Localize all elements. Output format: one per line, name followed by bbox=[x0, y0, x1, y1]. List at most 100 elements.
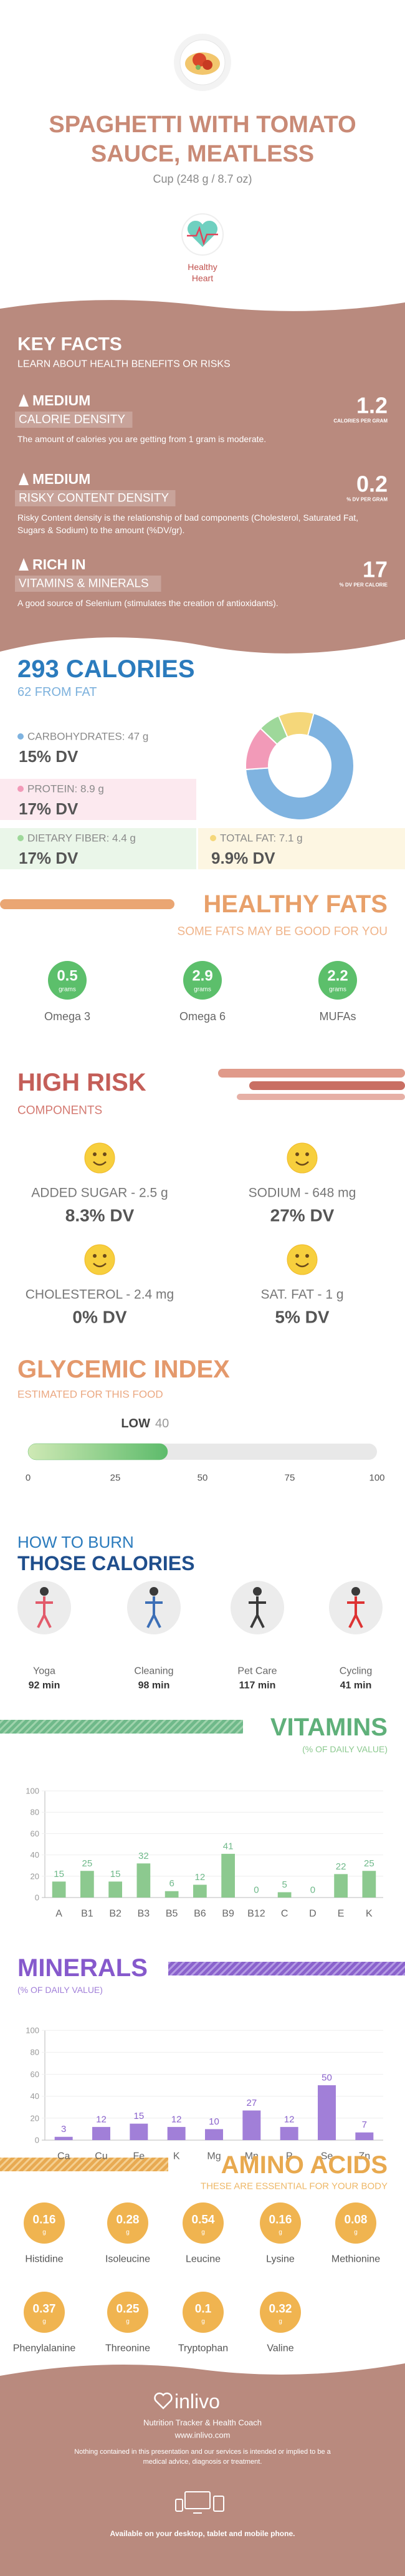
fact-icon bbox=[19, 394, 29, 407]
activity-duration: 98 min bbox=[138, 1681, 170, 1691]
nutrient-dv: 17% DV bbox=[19, 799, 79, 818]
x-tick-label: A bbox=[55, 1909, 62, 1919]
bar bbox=[221, 1853, 235, 1898]
x-tick-label: B12 bbox=[247, 1909, 265, 1919]
value-label: 0 bbox=[310, 1885, 315, 1896]
face-icon bbox=[93, 1152, 97, 1156]
amino-value: 0.16 bbox=[33, 2214, 56, 2227]
fact-value: 17 bbox=[363, 557, 388, 582]
bar bbox=[92, 2126, 110, 2140]
title: SAUCE, MEATLESS bbox=[91, 141, 314, 167]
amino-circle bbox=[24, 2202, 65, 2244]
legend-dot bbox=[210, 835, 216, 841]
face-icon bbox=[93, 1254, 97, 1258]
amino-circle bbox=[24, 2292, 65, 2333]
face-icon bbox=[84, 1244, 115, 1275]
face-icon bbox=[103, 1152, 107, 1156]
section-title: AMINO ACIDS bbox=[221, 2151, 388, 2179]
section-subtitle: THESE ARE ESSENTIAL FOR YOUR BODY bbox=[201, 2181, 388, 2192]
section-title: GLYCEMIC INDEX bbox=[17, 1356, 230, 1383]
amino-value: 0.28 bbox=[117, 2214, 140, 2227]
activity-name: Cleaning bbox=[134, 1666, 173, 1677]
x-tick-label: Mn bbox=[245, 2151, 259, 2162]
x-tick-label: B1 bbox=[81, 1909, 93, 1919]
fact-unit: % DV PER CALORIE bbox=[340, 582, 388, 588]
x-tick-label: E bbox=[338, 1909, 345, 1919]
fat-circle bbox=[183, 961, 222, 1000]
risk-label: ADDED SUGAR - 2.5 g bbox=[31, 1186, 168, 1200]
amino-value: 0.37 bbox=[33, 2303, 56, 2316]
legend-dot bbox=[17, 835, 24, 841]
activity-icon bbox=[150, 1587, 158, 1596]
fact-description: Risky Content density is the relationshi… bbox=[17, 513, 359, 536]
activity-duration: 41 min bbox=[340, 1681, 372, 1691]
activity-duration: 92 min bbox=[29, 1681, 60, 1691]
value-label: 3 bbox=[61, 2124, 66, 2135]
fat-value: 0.5 bbox=[57, 968, 77, 985]
fat-unit: grams bbox=[194, 987, 211, 993]
section-subtitle: ESTIMATED FOR THIS FOOD bbox=[17, 1389, 163, 1401]
activity-icon bbox=[249, 1596, 266, 1628]
fat-circle bbox=[318, 961, 357, 1000]
decor-stripes bbox=[218, 1069, 405, 1100]
value-label: 32 bbox=[138, 1851, 149, 1861]
decor-stripe bbox=[0, 1720, 243, 1734]
fat-unit: grams bbox=[329, 987, 346, 993]
x-tick-label: Cu bbox=[95, 2151, 107, 2162]
value-label: 12 bbox=[284, 2114, 295, 2125]
gi-bar bbox=[27, 1443, 168, 1460]
donut-slice bbox=[277, 711, 315, 738]
nutrient-band bbox=[0, 828, 196, 869]
key-facts-background bbox=[0, 300, 405, 654]
amino-unit: g bbox=[279, 2318, 282, 2325]
amino-value: 0.25 bbox=[117, 2303, 140, 2316]
fat-value: 2.9 bbox=[192, 968, 212, 985]
x-tick-label: 50 bbox=[198, 1473, 208, 1483]
activity-icon bbox=[36, 1596, 53, 1628]
face-icon bbox=[295, 1263, 309, 1268]
x-tick-label: Mg bbox=[207, 2151, 221, 2162]
footer-disclaimer: Nothing contained in this presentation a… bbox=[74, 2448, 331, 2466]
value-label: 27 bbox=[246, 2098, 257, 2108]
nutrient-dv: 9.9% DV bbox=[211, 849, 275, 867]
face-icon bbox=[287, 1142, 318, 1174]
value-label: 12 bbox=[96, 2114, 107, 2125]
bar bbox=[277, 1892, 292, 1898]
amino-name: Threonine bbox=[105, 2343, 150, 2354]
bar bbox=[80, 1871, 94, 1898]
risk-label: SAT. FAT - 1 g bbox=[260, 1288, 343, 1302]
face-icon bbox=[93, 1263, 107, 1268]
footer-tagline: Nutrition Tracker & Health Coach bbox=[143, 2418, 262, 2428]
section-title: KEY FACTS bbox=[17, 334, 122, 355]
risk-label: CHOLESTEROL - 2.4 mg bbox=[26, 1288, 174, 1302]
fact-highlight bbox=[15, 576, 161, 592]
face-icon bbox=[93, 1161, 107, 1166]
x-tick-label: B5 bbox=[166, 1909, 178, 1919]
face-icon bbox=[287, 1244, 318, 1275]
risk-dv: 27% DV bbox=[270, 1206, 335, 1225]
bar bbox=[193, 1884, 207, 1898]
fact-unit: % DV PER GRAM bbox=[346, 497, 388, 503]
x-tick-label: Fe bbox=[133, 2151, 145, 2162]
y-tick-label: 40 bbox=[31, 2091, 39, 2101]
activity-icon bbox=[253, 1587, 262, 1596]
bar bbox=[108, 1881, 122, 1898]
value-label: 0 bbox=[254, 1885, 259, 1896]
fat-name: Omega 6 bbox=[179, 1010, 226, 1023]
activity-name: Yoga bbox=[33, 1666, 55, 1677]
face-icon bbox=[305, 1254, 309, 1258]
y-tick-label: 100 bbox=[26, 1787, 39, 1796]
bar bbox=[164, 1891, 179, 1898]
risk-dv: 8.3% DV bbox=[65, 1206, 135, 1225]
value-label: 15 bbox=[54, 1869, 64, 1879]
nutrient-label: PROTEIN: 8.9 g bbox=[27, 783, 104, 795]
decor-stripe bbox=[0, 2158, 168, 2171]
value-label: 5 bbox=[282, 1879, 287, 1890]
fact-description: The amount of calories you are getting f… bbox=[17, 434, 267, 444]
risk-label: SODIUM - 648 mg bbox=[249, 1186, 356, 1200]
fact-value: 0.2 bbox=[356, 471, 388, 497]
value-label: 50 bbox=[322, 2073, 332, 2083]
fact-description: Risky Content density is the relationshi… bbox=[17, 513, 359, 536]
section-subtitle: (% OF DAILY VALUE) bbox=[17, 1985, 103, 1995]
